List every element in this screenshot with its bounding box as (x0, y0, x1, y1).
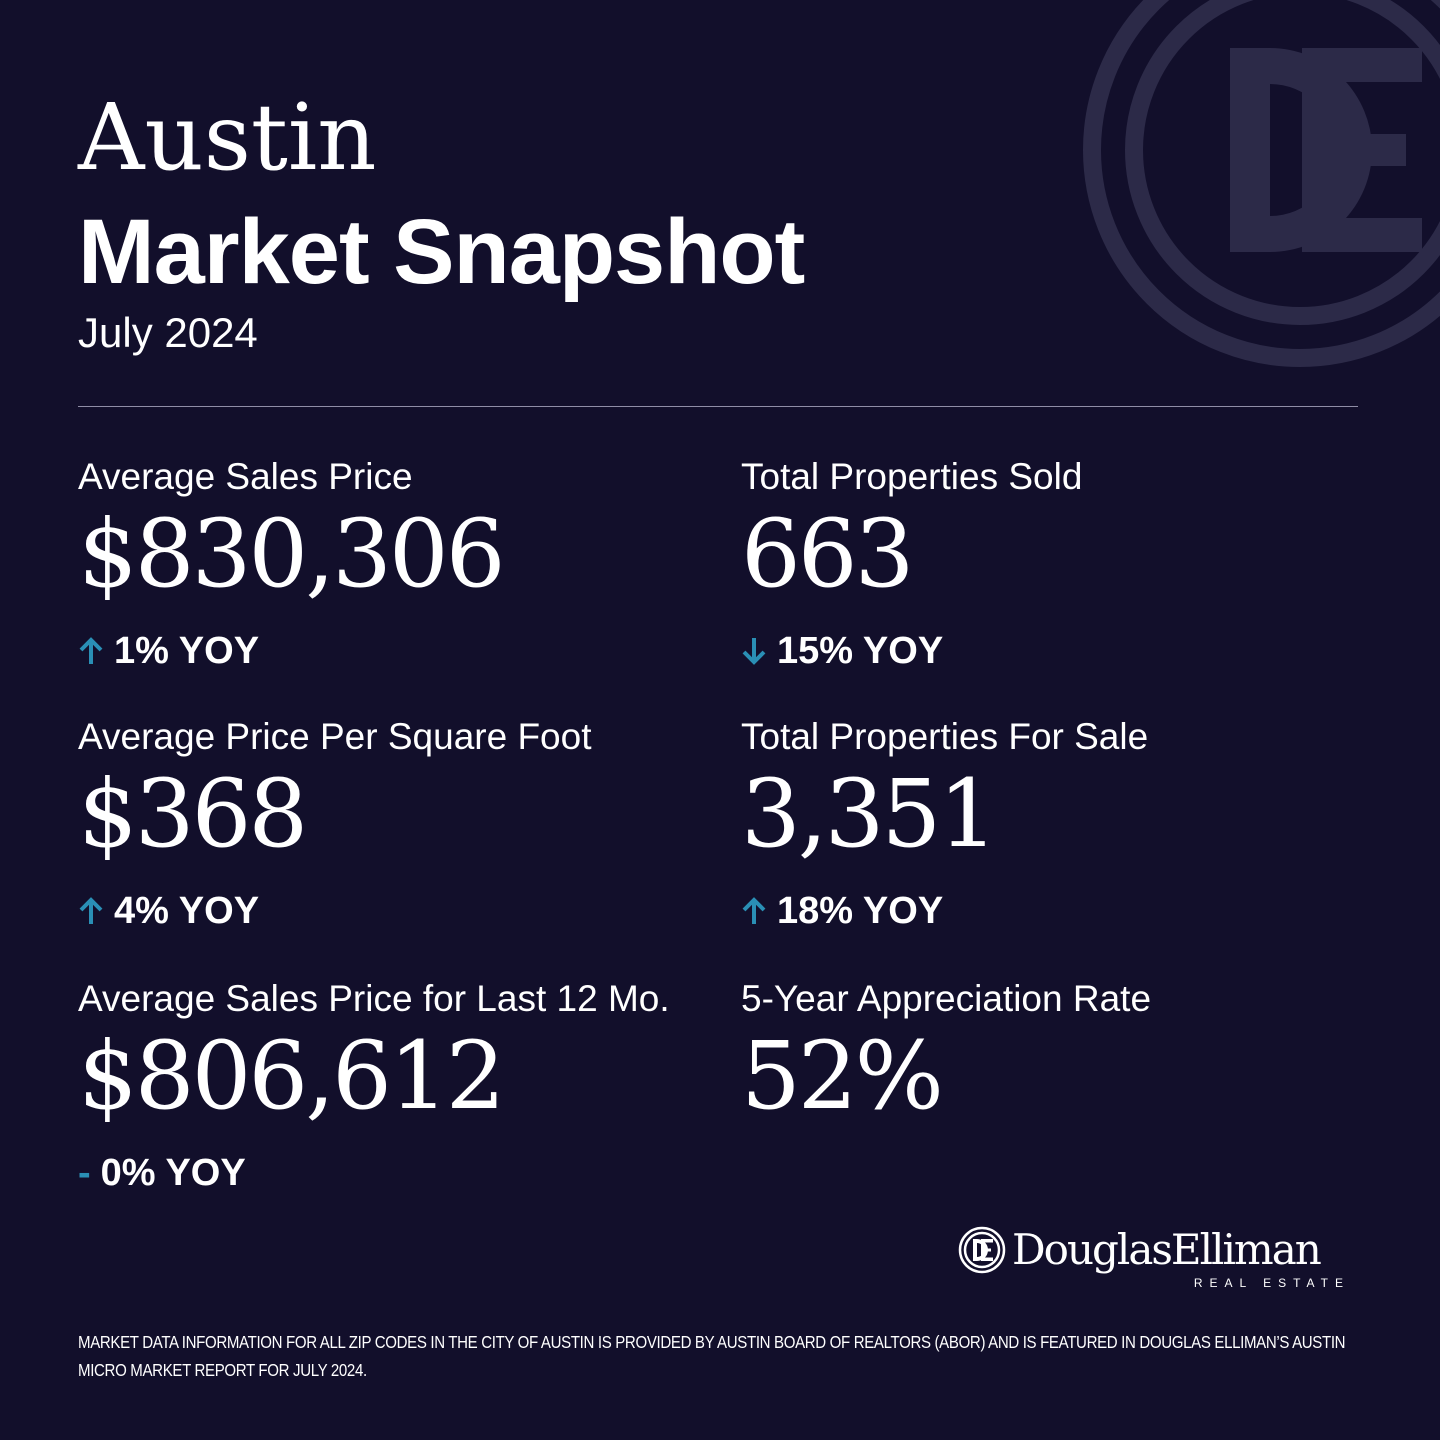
arrow-down-icon (742, 638, 766, 665)
stat-change: - 0% YOY (78, 1154, 246, 1192)
flat-dash-icon: - (78, 1152, 91, 1194)
stat-value: $368 (78, 760, 308, 869)
stat-value: $806,612 (78, 1022, 506, 1131)
stat-value: 3,351 (741, 760, 998, 869)
stat-value: 663 (741, 500, 914, 609)
stat-label: 5-Year Appreciation Rate (741, 978, 1152, 1019)
stat-label: Total Properties Sold (741, 456, 1083, 497)
stat-change-text: 4% YOY (114, 890, 260, 932)
de-monogram-watermark-icon (1083, 0, 1440, 367)
stat-change: 1% YOY (78, 632, 259, 670)
stat-label: Average Sales Price for Last 12 Mo. (78, 978, 670, 1019)
divider (78, 406, 1358, 407)
stat-change: 4% YOY (78, 892, 259, 930)
arrow-up-icon (79, 637, 103, 664)
brand-logo: DouglasElliman REAL ESTATE (958, 1226, 1358, 1290)
page-title: Market Snapshot (78, 201, 805, 303)
brand-tagline: REAL ESTATE (1193, 1276, 1350, 1290)
stat-value: $830,306 (78, 500, 506, 609)
city-name: Austin (78, 84, 377, 191)
stat-change: 18% YOY (741, 892, 943, 930)
stat-label: Average Price Per Square Foot (78, 716, 592, 757)
stat-change-text: 15% YOY (777, 630, 944, 672)
stat-label: Average Sales Price (78, 456, 413, 497)
arrow-up-icon (79, 897, 103, 924)
stat-change-text: 18% YOY (777, 890, 944, 932)
stat-change-text: 1% YOY (114, 630, 260, 672)
de-monogram-icon (958, 1226, 1006, 1274)
stat-label: Total Properties For Sale (741, 716, 1149, 757)
stat-change-text: 0% YOY (100, 1152, 246, 1194)
stat-value: 52% (741, 1022, 944, 1131)
arrow-up-icon (742, 897, 766, 924)
footnote: MARKET DATA INFORMATION FOR ALL ZIP CODE… (78, 1332, 1346, 1380)
brand-name: DouglasElliman (1012, 1225, 1322, 1274)
stat-change: 15% YOY (741, 632, 943, 670)
report-date: July 2024 (78, 309, 258, 356)
